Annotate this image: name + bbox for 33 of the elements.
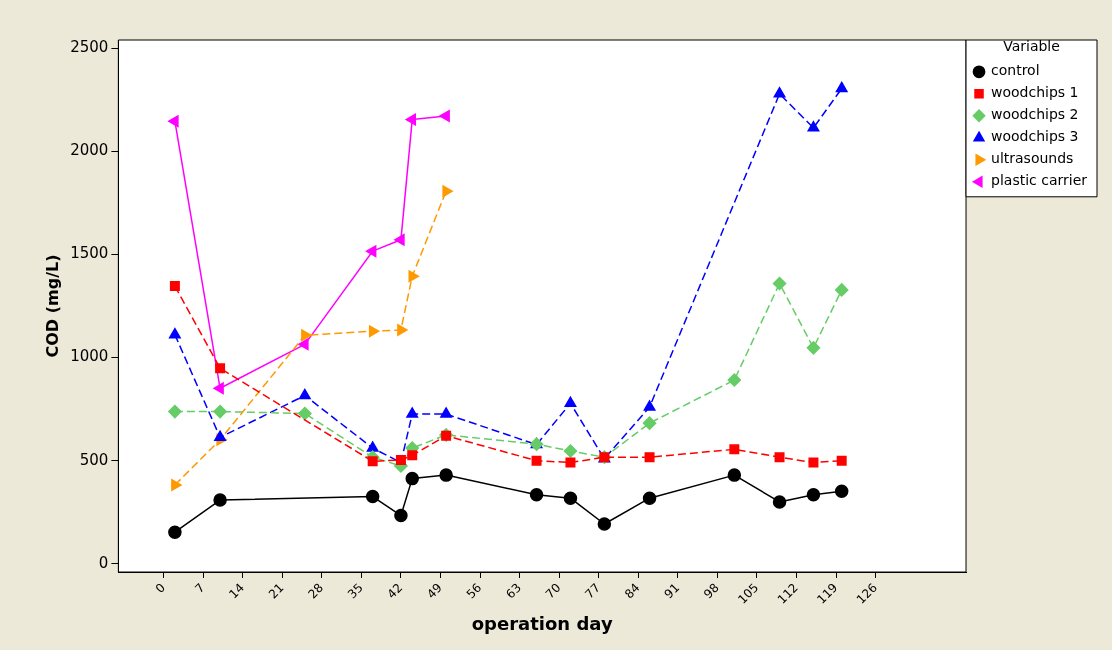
x-tick-label: 119 (814, 580, 841, 607)
x-axis-title: operation day (471, 612, 613, 634)
x-tick-label: 77 (582, 580, 604, 602)
x-tick-label: 49 (424, 580, 445, 602)
legend-label: plastic carrier (991, 172, 1088, 189)
legend-label: woodchips 1 (991, 84, 1079, 101)
y-tick-label: 500 (79, 450, 109, 469)
x-tick-label: 56 (463, 580, 485, 602)
x-tick-label: 105 (735, 580, 762, 607)
legend-label: woodchips 2 (991, 106, 1079, 123)
x-tick-label: 7 (192, 580, 208, 596)
legend-title: Variable (1003, 37, 1060, 54)
x-tick-label: 42 (384, 580, 406, 602)
x-tick-label: 98 (701, 580, 722, 602)
x-tick-label: 14 (226, 580, 248, 602)
x-tick-label: 91 (661, 580, 683, 602)
legend-label: ultrasounds (991, 150, 1074, 167)
legend-label: woodchips 3 (991, 128, 1079, 145)
y-tick-label: 1500 (70, 244, 109, 263)
x-tick-label: 112 (774, 580, 801, 607)
x-tick-label: 28 (305, 580, 327, 602)
y-tick-label: 1000 (70, 347, 109, 366)
legend-label: control (991, 62, 1040, 79)
y-axis-title: COD (mg/L) (42, 254, 62, 358)
x-tick-label: 70 (542, 580, 564, 602)
x-tick-label: 21 (265, 580, 287, 602)
x-tick-label: 0 (152, 580, 168, 596)
y-tick-label: 2500 (70, 38, 109, 57)
x-tick-label: 35 (344, 580, 366, 602)
y-tick-label: 0 (98, 553, 109, 572)
x-tick-label: 63 (503, 580, 524, 602)
x-tick-label: 84 (621, 580, 643, 602)
y-tick-label: 2000 (70, 141, 109, 160)
